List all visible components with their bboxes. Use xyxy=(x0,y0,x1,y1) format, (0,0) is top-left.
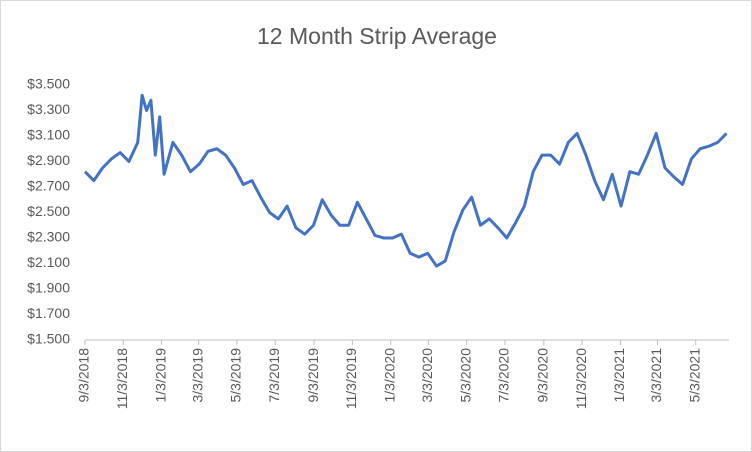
x-tick-label: 11/3/2018 xyxy=(114,348,130,409)
y-tick-label: $1.500 xyxy=(27,331,70,347)
chart-title: 12 Month Strip Average xyxy=(257,23,497,49)
y-tick-label: $3.100 xyxy=(27,127,70,143)
x-tick-label: 11/3/2020 xyxy=(573,348,589,409)
x-tick-label: 9/3/2020 xyxy=(535,348,551,403)
x-tick-label: 5/3/2020 xyxy=(457,348,473,403)
data-line xyxy=(83,93,728,268)
y-tick-label: $3.300 xyxy=(27,101,70,117)
y-tick-label: $2.900 xyxy=(27,152,70,168)
x-tick-label: 9/3/2019 xyxy=(305,348,321,403)
y-tick-label: $3.500 xyxy=(27,76,70,92)
x-tick-label: 1/3/2021 xyxy=(611,348,627,403)
y-tick-label: $2.300 xyxy=(27,229,70,245)
y-tick-label: $2.500 xyxy=(27,203,70,219)
y-tick-label: $2.700 xyxy=(27,178,70,194)
x-tick-label: 5/3/2021 xyxy=(686,348,702,403)
x-tick-label: 9/3/2018 xyxy=(76,348,92,403)
y-tick-label: $2.100 xyxy=(27,254,70,270)
y-tick-label: $1.700 xyxy=(27,305,70,321)
x-tick-label: 7/3/2020 xyxy=(496,348,512,403)
x-tick-label: 7/3/2019 xyxy=(266,348,282,403)
x-tick-label: 1/3/2019 xyxy=(152,348,168,403)
x-tick-label: 11/3/2019 xyxy=(343,348,359,409)
x-tick-label: 5/3/2019 xyxy=(228,348,244,403)
y-tick-label: $1.900 xyxy=(27,280,70,296)
x-tick-label: 3/3/2019 xyxy=(189,348,205,403)
x-tick-label: 3/3/2021 xyxy=(648,348,664,403)
x-tick-label: 1/3/2020 xyxy=(381,348,397,403)
x-tick-label: 3/3/2020 xyxy=(419,348,435,403)
